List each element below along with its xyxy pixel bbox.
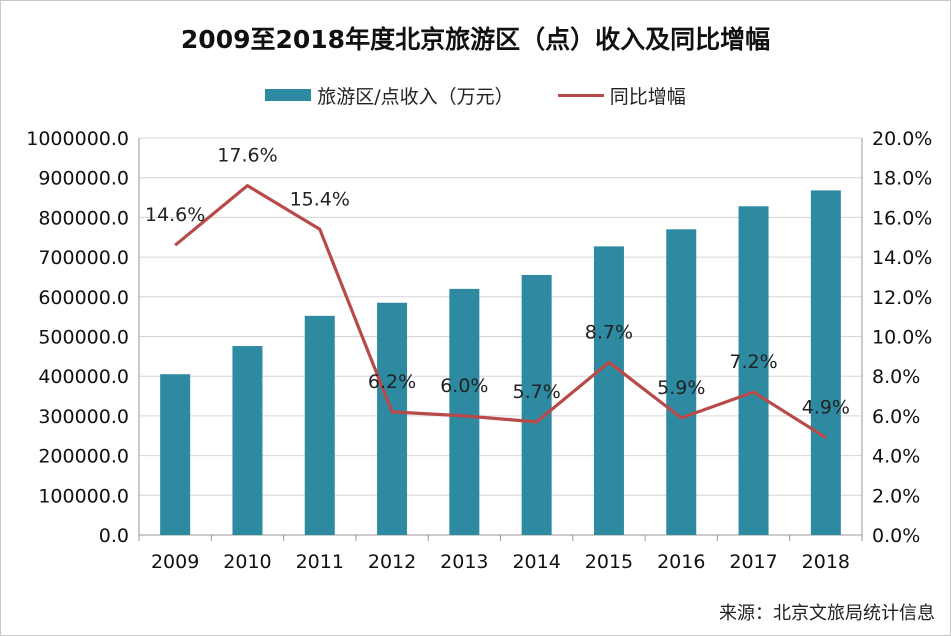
bar bbox=[232, 346, 263, 535]
legend-label-income: 旅游区/点收入（万元） bbox=[317, 85, 514, 108]
y-left-tick-label: 1000000.0 bbox=[26, 128, 129, 150]
y-left-tick-label: 800000.0 bbox=[38, 207, 129, 229]
data-label: 5.7% bbox=[513, 381, 561, 403]
legend-item-income: 旅游区/点收入（万元） bbox=[265, 82, 514, 109]
source-note: 来源：北京文旅局统计信息 bbox=[719, 603, 935, 624]
y-left-tick-label: 900000.0 bbox=[38, 168, 129, 190]
x-tick-label: 2015 bbox=[585, 551, 633, 573]
x-tick-label: 2010 bbox=[223, 551, 271, 573]
data-label: 6.0% bbox=[440, 375, 488, 397]
legend-swatch-bar bbox=[265, 89, 312, 101]
legend-swatch-line bbox=[557, 93, 604, 97]
y-right-tick-label: 2.0% bbox=[872, 485, 920, 507]
y-right-tick-label: 18.0% bbox=[872, 168, 932, 190]
x-tick-label: 2014 bbox=[512, 551, 560, 573]
bar bbox=[666, 229, 697, 535]
data-label: 15.4% bbox=[290, 188, 350, 210]
growth-line bbox=[174, 184, 827, 440]
y-right-tick-label: 4.0% bbox=[872, 446, 920, 468]
data-label: 4.9% bbox=[802, 397, 850, 419]
y-right-tick-label: 12.0% bbox=[872, 287, 932, 309]
bar bbox=[304, 315, 335, 535]
y-left-tick-label: 600000.0 bbox=[38, 287, 129, 309]
y-right-tick-label: 8.0% bbox=[872, 366, 920, 388]
x-tick-label: 2017 bbox=[729, 551, 777, 573]
bar bbox=[738, 206, 769, 535]
y-left-tick-label: 200000.0 bbox=[38, 446, 129, 468]
y-left-tick-label: 500000.0 bbox=[38, 327, 129, 349]
data-label: 8.7% bbox=[585, 321, 633, 343]
chart-title: 2009至2018年度北京旅游区（点）收入及同比增幅 bbox=[180, 25, 771, 54]
y-right-tick-label: 0.0% bbox=[872, 525, 920, 547]
bar bbox=[593, 246, 624, 536]
y-right-tick-label: 20.0% bbox=[872, 128, 932, 150]
y-right-tick-label: 16.0% bbox=[872, 207, 932, 229]
bar bbox=[810, 190, 841, 536]
bar bbox=[521, 274, 552, 535]
x-tick-label: 2009 bbox=[151, 551, 199, 573]
data-label: 17.6% bbox=[217, 145, 277, 167]
bar bbox=[449, 288, 480, 535]
x-tick-label: 2012 bbox=[368, 551, 416, 573]
y-right-tick-label: 6.0% bbox=[872, 406, 920, 428]
x-tick-label: 2011 bbox=[296, 551, 344, 573]
chart-legend: 旅游区/点收入（万元） 同比增幅 bbox=[0, 82, 951, 108]
x-tick-label: 2018 bbox=[802, 551, 850, 573]
y-left-tick-label: 0.0 bbox=[99, 525, 129, 547]
x-tick-label: 2013 bbox=[440, 551, 488, 573]
y-left-tick-label: 100000.0 bbox=[38, 485, 129, 507]
bar bbox=[377, 302, 408, 535]
bar bbox=[160, 374, 191, 535]
x-tick-label: 2016 bbox=[657, 551, 705, 573]
data-label: 5.9% bbox=[657, 377, 705, 399]
data-label: 14.6% bbox=[145, 204, 205, 226]
legend-label-growth: 同比增幅 bbox=[609, 85, 686, 108]
y-left-tick-label: 300000.0 bbox=[38, 406, 129, 428]
y-right-tick-label: 10.0% bbox=[872, 327, 932, 349]
data-label: 6.2% bbox=[368, 371, 416, 393]
y-right-tick-label: 14.0% bbox=[872, 247, 932, 269]
data-label: 7.2% bbox=[729, 351, 777, 373]
legend-item-growth: 同比增幅 bbox=[557, 82, 686, 109]
y-left-tick-label: 400000.0 bbox=[38, 366, 129, 388]
y-left-tick-label: 700000.0 bbox=[38, 247, 129, 269]
